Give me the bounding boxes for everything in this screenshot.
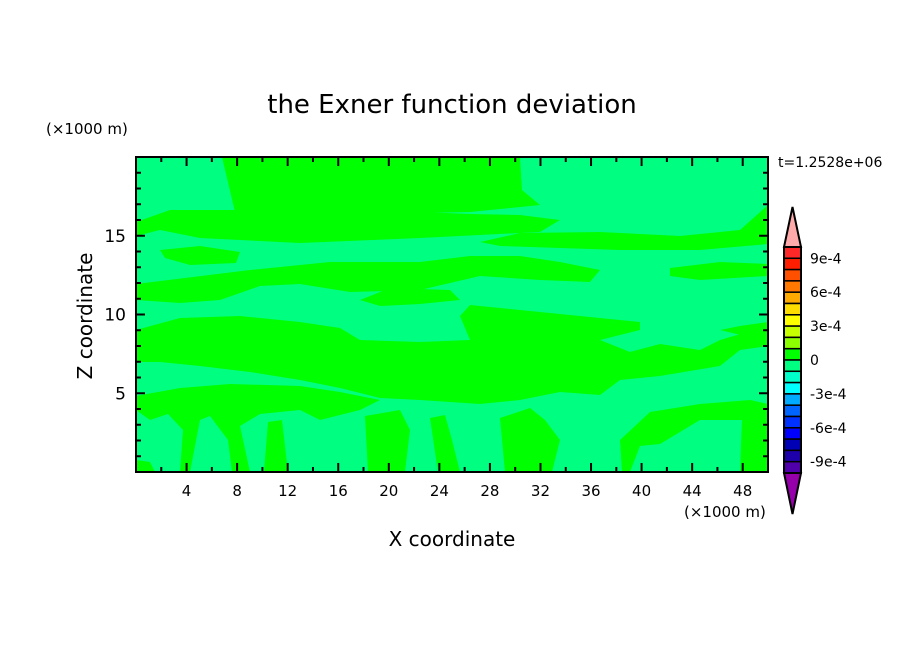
y-tick-label: 5: [115, 384, 126, 404]
colorbar-bin: [783, 438, 802, 452]
contour-region-positive: [160, 246, 240, 265]
colorbar-bin: [783, 381, 802, 395]
contour-region-positive: [136, 384, 380, 472]
colorbar-bin: [783, 280, 802, 293]
colorbar-tick-label: -6e-4: [810, 421, 847, 437]
contour-region-positive: [360, 288, 460, 306]
colorbar-bin: [783, 246, 802, 260]
contour-field: [135, 156, 769, 473]
contour-region-positive: [620, 400, 768, 472]
y-tick-label: 15: [104, 227, 126, 247]
colorbar-bin: [783, 302, 802, 316]
colorbar-tick-label: 6e-4: [810, 285, 842, 301]
colorbar-bin: [783, 336, 802, 350]
contour-region-positive: [500, 408, 560, 472]
x-tick-label: 48: [733, 482, 752, 500]
colorbar-tick-label: 0: [810, 353, 819, 369]
colorbar-bin: [783, 314, 802, 327]
y-tick-label: 10: [104, 306, 126, 326]
contour-region-positive: [136, 305, 768, 404]
x-tick-label: 28: [480, 482, 499, 500]
colorbar-bin: [783, 415, 802, 429]
x-tick-label: 40: [632, 482, 651, 500]
colorbar-bin: [783, 427, 802, 440]
contour-region-positive: [720, 322, 768, 336]
colorbar-bin: [783, 393, 802, 406]
x-tick-label: 32: [531, 482, 550, 500]
y-unit-label: (×1000 m): [46, 120, 128, 138]
x-tick-label: 16: [329, 482, 348, 500]
colorbar-bin: [783, 257, 802, 271]
colorbar-bin: [783, 268, 802, 282]
colorbar-bin: [783, 370, 802, 384]
colorbar-under-triangle: [782, 472, 803, 515]
colorbar-bin: [783, 449, 802, 463]
contour-region-positive: [136, 256, 600, 303]
contour-region-positive: [136, 210, 560, 243]
chart-title: the Exner function deviation: [267, 90, 637, 120]
x-tick-label: 12: [278, 482, 297, 500]
x-tick-label: 44: [683, 482, 702, 500]
colorbar-bin: [783, 460, 802, 474]
colorbar-bin: [783, 404, 802, 418]
contour-region-positive: [670, 262, 768, 280]
x-tick-label: 24: [430, 482, 449, 500]
colorbar-tick-label: -9e-4: [810, 455, 847, 471]
contour-region-positive: [264, 420, 288, 472]
colorbar-bin: [783, 325, 802, 339]
x-tick-label: 4: [182, 482, 192, 500]
colorbar-tick-label: 3e-4: [810, 319, 842, 335]
x-unit-label: (×1000 m): [684, 503, 766, 521]
x-tick-label: 20: [379, 482, 398, 500]
contour-region-positive: [136, 460, 155, 472]
colorbar-bin: [783, 347, 802, 361]
colorbar-bin: [783, 359, 802, 373]
contour-region-positive: [430, 415, 460, 472]
contour-region-positive: [480, 205, 768, 250]
y-axis-label: Z coordinate: [73, 253, 97, 380]
contour-region-positive: [222, 157, 540, 218]
colorbar-frame: [783, 246, 802, 474]
x-tick-label: 36: [581, 482, 600, 500]
contour-region-positive: [365, 410, 410, 472]
x-axis-label: X coordinate: [389, 527, 516, 551]
colorbar-bin: [783, 291, 802, 305]
x-tick-label: 8: [232, 482, 242, 500]
colorbar-tick-label: -3e-4: [810, 387, 847, 403]
time-label: t=1.2528e+06: [778, 155, 882, 171]
colorbar-tick-label: 9e-4: [810, 251, 842, 267]
colorbar-over-triangle: [782, 206, 803, 248]
colorbar: 9e-4 6e-4 3e-4 0 -3e-4 -6e-4 -9e-4: [782, 206, 847, 515]
